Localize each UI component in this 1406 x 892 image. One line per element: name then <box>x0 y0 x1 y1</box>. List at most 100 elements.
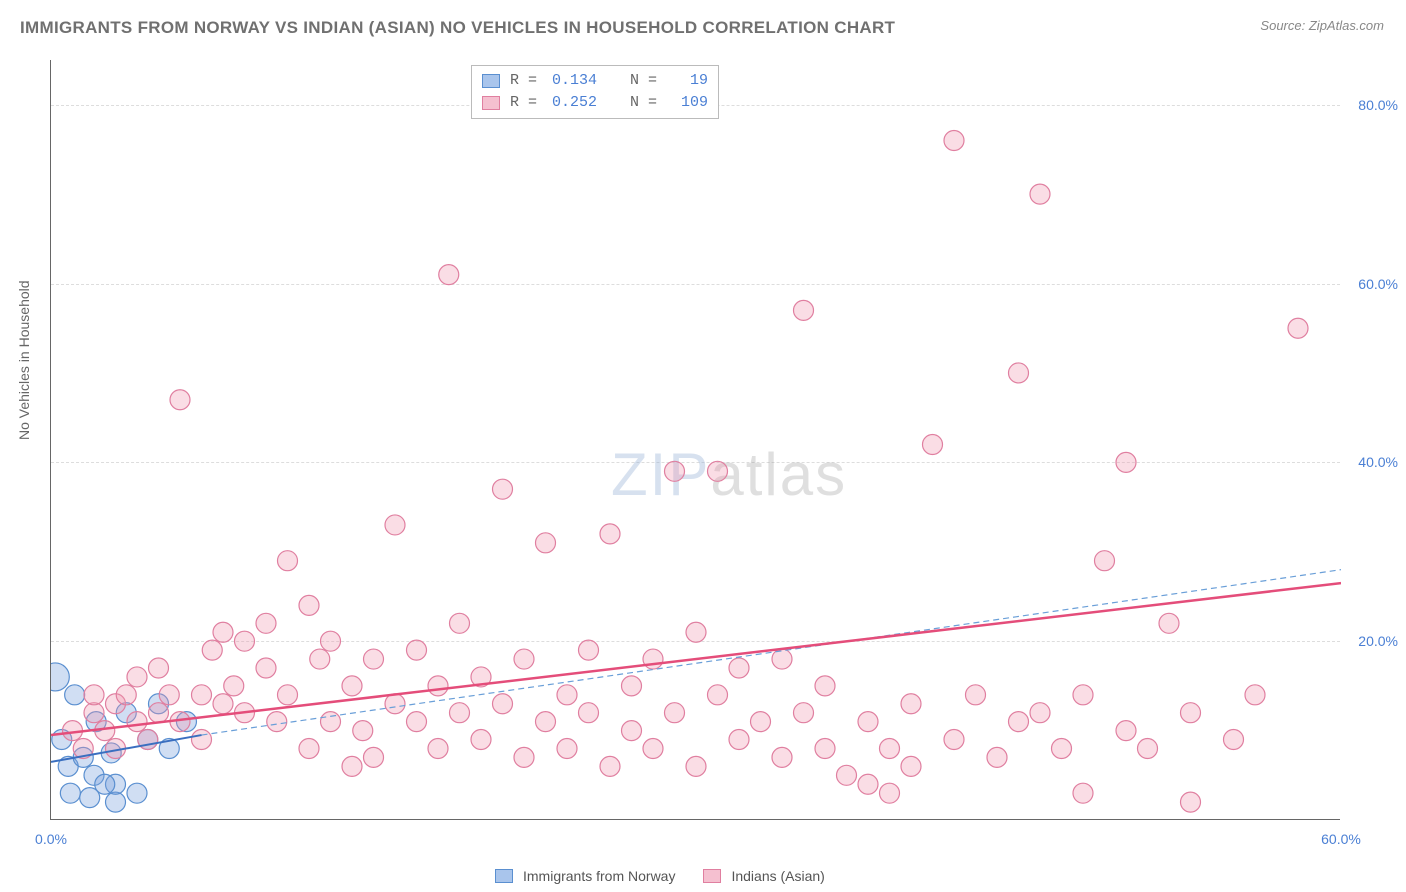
legend-item: Indians (Asian) <box>703 868 824 884</box>
data-point <box>60 783 80 803</box>
y-tick-label: 20.0% <box>1358 633 1398 649</box>
x-tick-label: 0.0% <box>35 831 67 847</box>
y-tick-label: 80.0% <box>1358 97 1398 113</box>
data-point <box>428 676 448 696</box>
data-point <box>794 300 814 320</box>
data-point <box>235 631 255 651</box>
data-point <box>407 712 427 732</box>
data-point <box>65 685 85 705</box>
data-point <box>353 721 373 741</box>
data-point <box>665 461 685 481</box>
data-point <box>342 756 362 776</box>
legend: Immigrants from Norway Indians (Asian) <box>495 868 825 884</box>
data-point <box>1224 730 1244 750</box>
data-point <box>901 756 921 776</box>
data-point <box>622 676 642 696</box>
data-point <box>708 461 728 481</box>
source-label: Source: <box>1260 18 1305 33</box>
source-attribution: Source: ZipAtlas.com <box>1260 18 1384 33</box>
data-point <box>751 712 771 732</box>
data-point <box>1030 703 1050 723</box>
chart-area: ZIPatlas R = 0.134 N = 19R = 0.252 N = 1… <box>50 60 1340 820</box>
data-point <box>1138 738 1158 758</box>
data-point <box>858 712 878 732</box>
data-point <box>557 685 577 705</box>
data-point <box>536 533 556 553</box>
data-point <box>1009 363 1029 383</box>
data-point <box>342 676 362 696</box>
data-point <box>256 613 276 633</box>
legend-swatch <box>703 869 721 883</box>
data-point <box>966 685 986 705</box>
data-point <box>837 765 857 785</box>
data-point <box>536 712 556 732</box>
data-point <box>192 685 212 705</box>
data-point <box>944 130 964 150</box>
data-point <box>557 738 577 758</box>
data-point <box>450 703 470 723</box>
trend-line <box>51 583 1341 735</box>
data-point <box>772 747 792 767</box>
data-point <box>127 712 147 732</box>
data-point <box>880 783 900 803</box>
data-point <box>256 658 276 678</box>
data-point <box>267 712 287 732</box>
data-point <box>127 667 147 687</box>
legend-label: Indians (Asian) <box>731 868 824 884</box>
x-tick-label: 60.0% <box>1321 831 1361 847</box>
data-point <box>622 721 642 741</box>
data-point <box>665 703 685 723</box>
data-point <box>321 712 341 732</box>
data-point <box>106 792 126 812</box>
data-point <box>987 747 1007 767</box>
data-point <box>880 738 900 758</box>
data-point <box>579 703 599 723</box>
data-point <box>944 730 964 750</box>
legend-label: Immigrants from Norway <box>523 868 675 884</box>
data-point <box>84 703 104 723</box>
legend-swatch <box>495 869 513 883</box>
data-point <box>170 390 190 410</box>
data-point <box>1095 551 1115 571</box>
data-point <box>794 703 814 723</box>
data-point <box>321 631 341 651</box>
stat-r-label: R = <box>510 92 546 114</box>
stat-n-label: N = <box>603 70 666 92</box>
data-point <box>192 730 212 750</box>
data-point <box>493 694 513 714</box>
data-point <box>600 756 620 776</box>
stat-n-value: 109 <box>672 92 708 114</box>
data-point <box>729 658 749 678</box>
data-point <box>686 622 706 642</box>
y-tick-label: 40.0% <box>1358 454 1398 470</box>
data-point <box>213 694 233 714</box>
data-point <box>450 613 470 633</box>
data-point <box>729 730 749 750</box>
data-point <box>686 756 706 776</box>
data-point <box>84 685 104 705</box>
stat-r-value: 0.134 <box>552 70 597 92</box>
data-point <box>1245 685 1265 705</box>
chart-title: IMMIGRANTS FROM NORWAY VS INDIAN (ASIAN)… <box>20 18 895 38</box>
data-point <box>1116 721 1136 741</box>
data-point <box>1073 685 1093 705</box>
data-point <box>901 694 921 714</box>
stat-r-label: R = <box>510 70 546 92</box>
data-point <box>1009 712 1029 732</box>
stats-row: R = 0.134 N = 19 <box>482 70 708 92</box>
plot-region: ZIPatlas R = 0.134 N = 19R = 0.252 N = 1… <box>50 60 1340 820</box>
data-point <box>1030 184 1050 204</box>
data-point <box>858 774 878 794</box>
stat-n-value: 19 <box>672 70 708 92</box>
data-point <box>213 622 233 642</box>
data-point <box>299 738 319 758</box>
data-point <box>364 747 384 767</box>
data-point <box>708 685 728 705</box>
data-point <box>514 649 534 669</box>
stat-n-label: N = <box>603 92 666 114</box>
series-swatch <box>482 96 500 110</box>
y-tick-label: 60.0% <box>1358 276 1398 292</box>
data-point <box>815 738 835 758</box>
data-point <box>1052 738 1072 758</box>
data-point <box>772 649 792 669</box>
